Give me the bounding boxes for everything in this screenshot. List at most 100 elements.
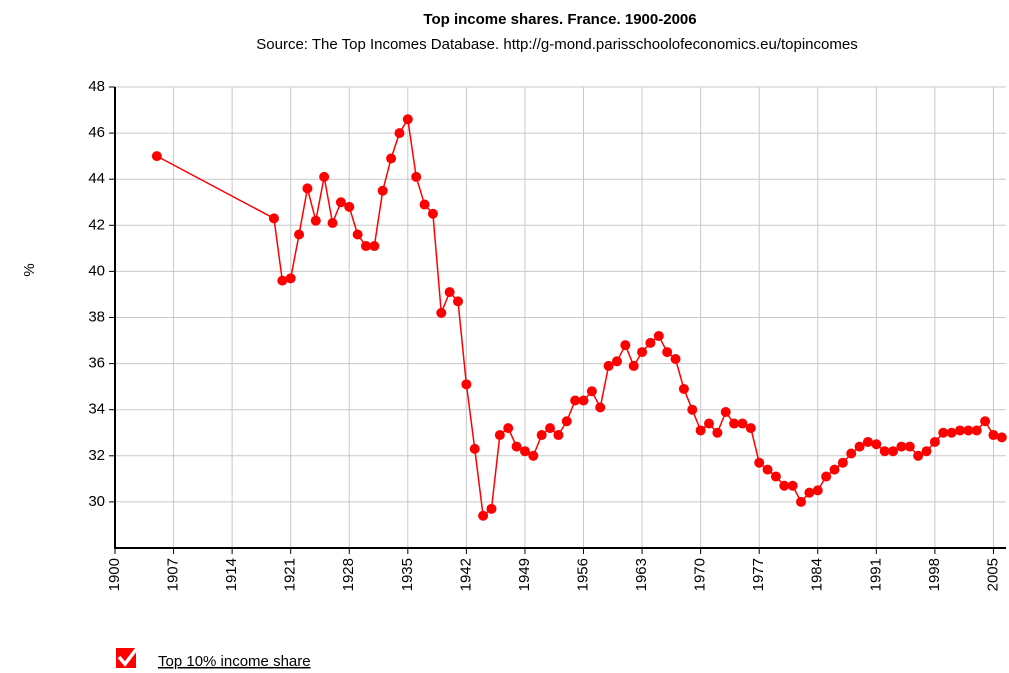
data-point: [386, 153, 397, 164]
data-point: [720, 407, 731, 418]
data-point: [369, 241, 380, 252]
data-point: [595, 402, 606, 413]
y-tick-label: 42: [88, 216, 105, 233]
y-tick-label: 48: [88, 78, 105, 95]
y-axis-label: %: [21, 263, 38, 276]
data-point: [478, 510, 489, 521]
data-point: [277, 275, 288, 286]
data-point: [411, 171, 422, 182]
y-tick-label: 46: [88, 124, 105, 141]
y-tick-label: 36: [88, 355, 105, 372]
data-point: [285, 273, 296, 284]
x-tick-label: 1949: [516, 558, 533, 591]
y-tick-label: 32: [88, 447, 105, 464]
data-point: [268, 213, 279, 224]
data-point: [913, 450, 924, 461]
y-tick-label: 44: [88, 170, 105, 187]
data-point: [377, 185, 388, 196]
check-icon: [117, 641, 143, 667]
data-point: [829, 464, 840, 475]
data-point: [687, 404, 698, 415]
y-tick-label: 40: [88, 262, 105, 279]
x-tick-label: 1935: [399, 558, 416, 591]
x-tick-label: 2005: [984, 558, 1001, 591]
x-tick-label: 1977: [750, 558, 767, 591]
legend-label[interactable]: Top 10% income share: [158, 653, 311, 670]
data-point: [704, 418, 714, 429]
x-tick-label: 1984: [809, 558, 826, 591]
y-tick-label: 38: [88, 308, 105, 325]
data-point: [846, 448, 857, 459]
x-tick-label: 1991: [867, 558, 884, 591]
data-point: [787, 480, 798, 491]
chart-subtitle: Source: The Top Incomes Database. http:/…: [256, 36, 857, 53]
x-tick-label: 1928: [340, 558, 357, 591]
data-point: [561, 416, 572, 427]
data-point: [427, 208, 438, 219]
data-point: [394, 128, 405, 139]
data-point: [737, 418, 748, 429]
data-point: [645, 337, 656, 348]
data-point: [779, 480, 790, 491]
legend[interactable]: Top 10% income share: [116, 641, 311, 670]
x-tick-label: 1914: [223, 558, 240, 591]
legend-checkbox[interactable]: [116, 648, 136, 668]
data-point: [729, 418, 740, 429]
x-tick-label: 1956: [574, 558, 591, 591]
y-tick-label: 30: [88, 493, 105, 510]
data-point: [344, 201, 355, 212]
data-point: [603, 360, 614, 371]
data-point: [678, 383, 689, 394]
data-point: [586, 386, 597, 397]
data-point: [938, 427, 949, 438]
data-point: [310, 215, 321, 226]
x-tick-label: 1921: [282, 558, 299, 591]
data-point: [745, 423, 756, 434]
data-point: [712, 427, 723, 438]
data-point: [996, 432, 1007, 443]
chart-title: Top income shares. France. 1900-2006: [423, 11, 696, 28]
data-point: [553, 430, 564, 441]
data-point: [419, 199, 430, 210]
data-point: [854, 441, 865, 452]
data-point: [319, 171, 330, 182]
data-point: [327, 217, 338, 228]
data-point: [620, 340, 631, 351]
data-point: [821, 471, 832, 482]
data-point: [762, 464, 773, 475]
data-point: [637, 347, 648, 358]
data-point: [352, 229, 363, 240]
data-point: [963, 425, 974, 436]
data-point: [611, 356, 622, 367]
data-point: [896, 441, 907, 452]
data-point: [980, 416, 991, 427]
data-point: [578, 395, 589, 406]
data-point: [151, 151, 162, 162]
data-point: [511, 441, 522, 452]
data-point: [653, 330, 664, 341]
data-point: [862, 436, 873, 447]
data-point: [695, 425, 706, 436]
data-point: [486, 503, 497, 514]
data-point: [494, 430, 505, 441]
data-point: [628, 360, 639, 371]
x-tick-label: 1907: [165, 558, 182, 591]
data-point: [796, 496, 807, 507]
data-point: [519, 446, 530, 457]
x-tick-label: 1900: [106, 558, 123, 591]
data-point: [444, 287, 455, 298]
data-point: [837, 457, 848, 468]
data-point: [294, 229, 305, 240]
data-point: [469, 443, 480, 454]
x-tick-label: 1963: [633, 558, 650, 591]
data-point: [360, 241, 371, 252]
y-tick-label: 34: [88, 401, 105, 418]
data-point: [921, 446, 932, 457]
data-point: [879, 446, 890, 457]
x-tick-label: 1998: [926, 558, 943, 591]
data-point: [804, 487, 815, 498]
x-tick-label: 1942: [457, 558, 474, 591]
data-point: [871, 439, 882, 450]
data-point: [570, 395, 581, 406]
data-point: [670, 353, 681, 364]
